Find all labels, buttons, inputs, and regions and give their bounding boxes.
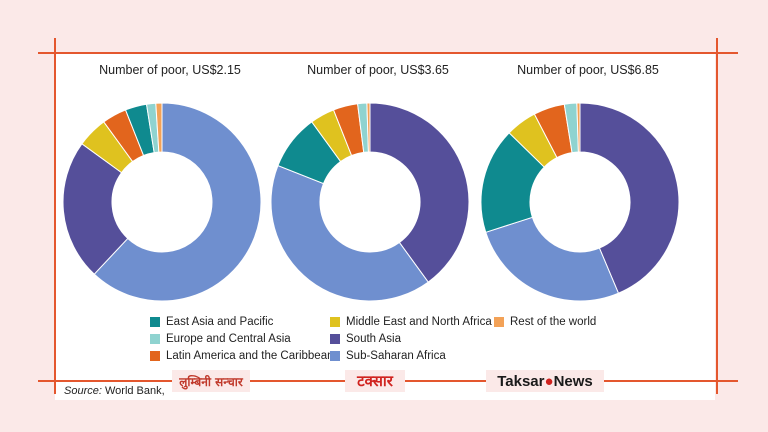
legend-swatch: [494, 317, 504, 327]
donut-slice: [485, 216, 620, 302]
donut-slice: [155, 102, 163, 153]
legend-swatch: [330, 334, 340, 344]
legend-item: Latin America and the Caribbean: [150, 350, 334, 362]
legend-item: Rest of the world: [494, 316, 596, 328]
legend-swatch: [150, 334, 160, 344]
frame-line-top: [38, 52, 738, 54]
logo-lumbini-sanchar: लुम्बिनी सन्चार: [172, 370, 250, 392]
frame-line-right: [716, 38, 718, 394]
donut-chart-3-65: Number of poor, US$3.65: [270, 63, 470, 302]
donut-slice: [579, 102, 680, 294]
logo-taksar-news: Taksar ● News: [486, 370, 604, 392]
source-note: Source: World Bank,: [64, 385, 165, 397]
legend-label: Latin America and the Caribbean: [166, 350, 334, 362]
legend-swatch: [330, 317, 340, 327]
donut-slice: [576, 102, 581, 153]
donut-slice: [369, 102, 470, 283]
chart-title: Number of poor, US$3.65: [307, 63, 449, 77]
donut-slice: [366, 102, 371, 153]
donut-chart-2-15: Number of poor, US$2.15: [62, 63, 262, 302]
chart-title: Number of poor, US$2.15: [99, 63, 241, 77]
legend-item: South Asia: [330, 333, 401, 345]
donut-slice: [93, 102, 262, 302]
legend-item: Middle East and North Africa: [330, 316, 492, 328]
legend-label: South Asia: [346, 333, 401, 345]
donut-slice: [62, 143, 129, 275]
legend-label: Europe and Central Asia: [166, 333, 291, 345]
logo-text: लुम्बिनी सन्चार: [179, 374, 243, 389]
logo-mark: ●: [544, 372, 554, 390]
source-text: World Bank,: [101, 385, 165, 397]
legend-label: Rest of the world: [510, 316, 597, 328]
logo-text: Taksar: [497, 372, 545, 390]
legend-item: Europe and Central Asia: [150, 333, 291, 345]
legend-item: Sub-Saharan Africa: [330, 350, 446, 362]
legend: East Asia and Pacific Europe and Central…: [150, 316, 620, 366]
source-label: Source:: [64, 385, 102, 397]
legend-item: East Asia and Pacific: [150, 316, 273, 328]
legend-swatch: [330, 351, 340, 361]
legend-swatch: [150, 317, 160, 327]
donut-chart-6-85: Number of poor, US$6.85: [480, 63, 680, 302]
logo-taksar: टक्सार: [345, 370, 405, 392]
legend-label: Middle East and North Africa: [346, 316, 492, 328]
donut-slice: [270, 164, 429, 302]
chart-title: Number of poor, US$6.85: [517, 63, 659, 77]
frame-line-left: [54, 38, 56, 394]
logo-text: टक्सार: [357, 372, 393, 390]
legend-label: East Asia and Pacific: [166, 316, 274, 328]
legend-label: Sub-Saharan Africa: [346, 350, 446, 362]
legend-swatch: [150, 351, 160, 361]
logo-text: News: [553, 372, 593, 390]
